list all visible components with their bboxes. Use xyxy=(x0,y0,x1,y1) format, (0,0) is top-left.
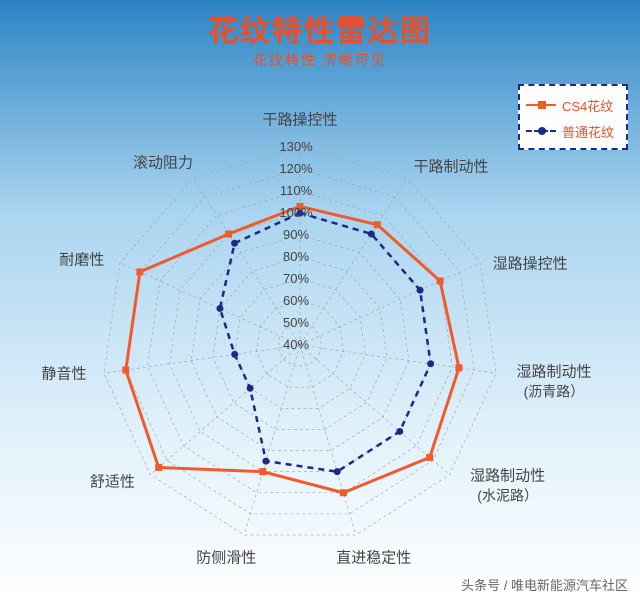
ring-label: 130% xyxy=(279,139,312,154)
ring-label: 40% xyxy=(283,337,309,352)
legend-marker-icon xyxy=(538,127,546,135)
legend-marker-icon xyxy=(538,101,546,109)
axis-label: 湿路操控性 xyxy=(493,252,568,273)
axis-label: 干路制动性 xyxy=(414,156,489,177)
ring-label: 80% xyxy=(283,249,309,264)
legend-item: CS4花纹 xyxy=(526,92,620,118)
axis-label: 直进稳定性 xyxy=(336,546,411,567)
axis-label: 湿路制动性(沥青路） xyxy=(516,361,591,402)
legend-swatch xyxy=(526,104,556,106)
legend-item: 普通花纹 xyxy=(526,118,620,144)
legend-swatch xyxy=(526,130,556,132)
legend-label: CS4花纹 xyxy=(562,96,613,115)
axis-label: 湿路制动性(水泥路） xyxy=(470,464,545,505)
axis-label: 防侧滑性 xyxy=(196,546,256,567)
ring-label: 110% xyxy=(280,183,312,198)
legend-label: 普通花纹 xyxy=(562,122,614,141)
watermark-text: 头条号 / 唯电新能源汽车社区 xyxy=(461,575,628,594)
axis-label: 滚动阻力 xyxy=(133,152,193,173)
ring-label: 50% xyxy=(283,315,309,330)
ring-label: 120% xyxy=(279,161,312,176)
axis-label: 静音性 xyxy=(41,363,86,384)
chart-subtitle: 花纹特性 清晰可见 xyxy=(0,50,640,70)
ring-label: 70% xyxy=(283,271,309,286)
legend: CS4花纹 普通花纹 xyxy=(518,84,628,150)
chart-title: 花纹特性雷达图 xyxy=(0,6,640,50)
axis-label: 舒适性 xyxy=(90,470,135,491)
axis-label: 干路操控性 xyxy=(262,109,337,130)
axis-label: 耐磨性 xyxy=(59,248,104,269)
chart-container: 花纹特性雷达图 花纹特性 清晰可见 干路操控性干路制动性湿路操控性湿路制动性(沥… xyxy=(0,0,640,602)
ring-label: 100% xyxy=(279,205,312,220)
ring-label: 90% xyxy=(283,227,309,242)
ring-label: 60% xyxy=(283,293,309,308)
